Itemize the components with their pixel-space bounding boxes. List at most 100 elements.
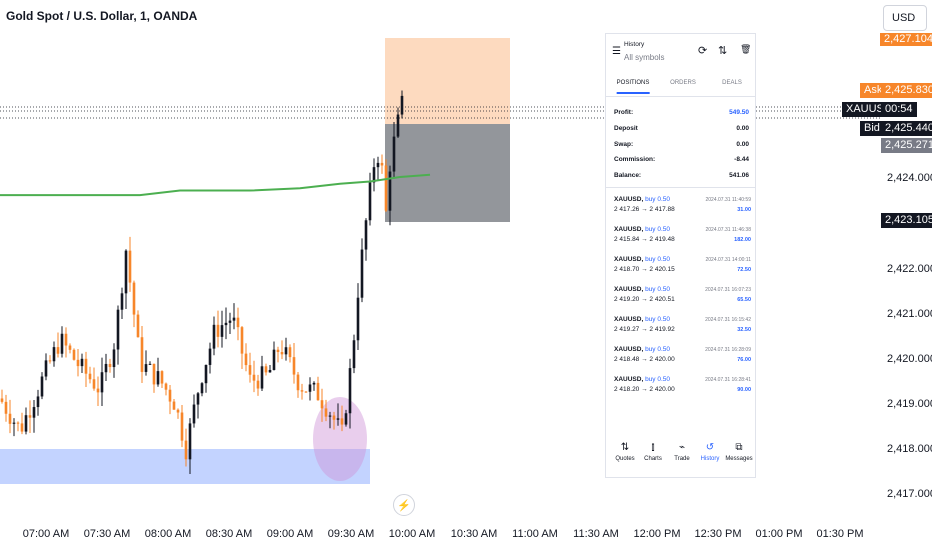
candle-body: [24, 415, 28, 432]
menu-icon[interactable]: ☰: [612, 46, 621, 57]
candle-body: [56, 347, 60, 354]
currency-selector[interactable]: USD: [883, 5, 927, 31]
deal-prices: 2 415.84 → 2 419.48: [614, 236, 675, 243]
candle-body: [240, 327, 244, 354]
candle-body: [120, 293, 124, 310]
deal-row[interactable]: XAUUSD, buy 0.50 2024.07.31 11:46:38 2 4…: [614, 226, 751, 256]
tab-deals[interactable]: DEALS: [722, 80, 742, 86]
deal-row[interactable]: XAUUSD, buy 0.50 2024.07.31 16:28:09 2 4…: [614, 346, 751, 376]
deal-row[interactable]: XAUUSD, buy 0.50 2024.07.31 16:07:23 2 4…: [614, 286, 751, 316]
time-label: 07:00 AM: [22, 528, 70, 540]
deal-row[interactable]: XAUUSD, buy 0.50 2024.07.31 14:00:11 2 4…: [614, 256, 751, 286]
sl-price-tag: 2,423.105: [881, 213, 932, 228]
summary-value: 0.00: [736, 125, 749, 132]
deal-row[interactable]: XAUUSD, buy 0.50 2024.07.31 16:15:42 2 4…: [614, 316, 751, 346]
summary-value: 549.50: [729, 109, 749, 116]
deal-side: buy 0.50: [645, 286, 671, 293]
deal-prices: 2 417.26 → 2 417.88: [614, 206, 675, 213]
nav-charts[interactable]: ⫾ Charts: [639, 442, 667, 462]
candle-body: [200, 383, 204, 394]
candle-body: [160, 371, 164, 384]
sync-icon[interactable]: ⟳: [698, 45, 708, 57]
candle-body: [136, 314, 140, 338]
deal-prices: 2 418.70 → 2 420.15: [614, 266, 675, 273]
candle-body: [244, 353, 248, 366]
sort-icon[interactable]: ⇅: [718, 45, 728, 57]
candle-body: [256, 380, 260, 389]
time-label: 10:00 AM: [388, 528, 436, 540]
nav-history[interactable]: ↺ History: [696, 442, 724, 462]
candle-body: [84, 358, 88, 374]
candle-body: [396, 114, 400, 137]
nav-messages[interactable]: ⧉ Messages: [725, 442, 753, 462]
candle-body: [176, 409, 180, 413]
candle-body: [28, 415, 32, 418]
candle-body: [344, 413, 348, 425]
candle-body: [152, 363, 156, 385]
deal-side: buy 0.50: [645, 256, 671, 263]
time-label: 07:30 AM: [83, 528, 131, 540]
deal-row[interactable]: XAUUSD, buy 0.50 2024.07.31 11:40:59 2 4…: [614, 196, 751, 226]
nav-quotes[interactable]: ⇅ Quotes: [611, 442, 639, 462]
candle-body: [92, 379, 96, 389]
candle-body: [288, 347, 292, 358]
candle-body: [156, 371, 160, 385]
ask-label-tag: Ask: [860, 83, 887, 98]
candle-body: [12, 422, 16, 424]
candle-body: [308, 384, 312, 392]
panel-subtitle[interactable]: All symbols: [624, 53, 665, 62]
symbol-title: Gold Spot / U.S. Dollar, 1, OANDA: [6, 9, 198, 23]
price-label: 2,418.000: [887, 443, 932, 455]
trash-icon[interactable]: 🗑: [740, 44, 752, 54]
tab-orders[interactable]: ORDERS: [670, 80, 696, 86]
quick-trade-bolt-icon[interactable]: ⚡: [393, 494, 415, 516]
candle-body: [48, 360, 52, 362]
deal-prices: 2 419.27 → 2 419.92: [614, 326, 675, 333]
candle-body: [64, 333, 68, 346]
time-label: 01:30 PM: [816, 528, 864, 540]
summary-value: 0.00: [736, 141, 749, 148]
candle-body: [372, 167, 376, 183]
candle-body: [336, 418, 340, 420]
nav-label: History: [700, 456, 720, 462]
deal-profit: 76.00: [737, 357, 751, 363]
charts-icon: ⫾: [651, 442, 655, 453]
candles: [0, 90, 404, 475]
candle-body: [360, 249, 364, 298]
nav-trade[interactable]: ⌁ Trade: [668, 442, 696, 462]
candle-body: [216, 324, 220, 337]
candle-body: [16, 422, 20, 424]
deal-time: 2024.07.31 16:28:09: [705, 347, 751, 353]
moving-average-line: [0, 173, 431, 197]
deal-side: buy 0.50: [645, 346, 671, 353]
candle-body: [40, 376, 44, 397]
deal-symbol: XAUUSD,: [614, 376, 644, 383]
last-price-tag: 2,425.271: [881, 138, 932, 153]
countdown-tag: 00:54: [881, 102, 917, 117]
time-label: 11:30 AM: [573, 528, 619, 540]
deal-time: 2024.07.31 16:15:42: [705, 317, 751, 323]
messages-icon: ⧉: [735, 442, 743, 453]
candle-body: [144, 364, 148, 372]
deal-symbol: XAUUSD,: [614, 256, 644, 263]
time-label: 11:00 AM: [512, 528, 558, 540]
candle-body: [88, 373, 92, 380]
candle-body: [8, 413, 12, 424]
deal-profit: 72.50: [737, 267, 751, 273]
candle-body: [212, 324, 216, 349]
candle-body: [320, 400, 324, 409]
deal-symbol: XAUUSD,: [614, 346, 644, 353]
candle-body: [80, 358, 84, 367]
bid-label-tag: Bid: [860, 121, 884, 136]
deal-row[interactable]: XAUUSD, buy 0.50 2024.07.31 16:28:41 2 4…: [614, 376, 751, 406]
candle-body: [300, 390, 304, 392]
candle-body: [316, 382, 320, 401]
tab-positions[interactable]: POSITIONS: [616, 80, 650, 94]
candle-body: [132, 282, 136, 315]
candle-body: [116, 309, 120, 350]
nav-label: Messages: [725, 456, 753, 462]
candle-body: [272, 349, 276, 370]
deal-profit: 90.00: [737, 387, 751, 393]
candle-body: [140, 337, 144, 372]
